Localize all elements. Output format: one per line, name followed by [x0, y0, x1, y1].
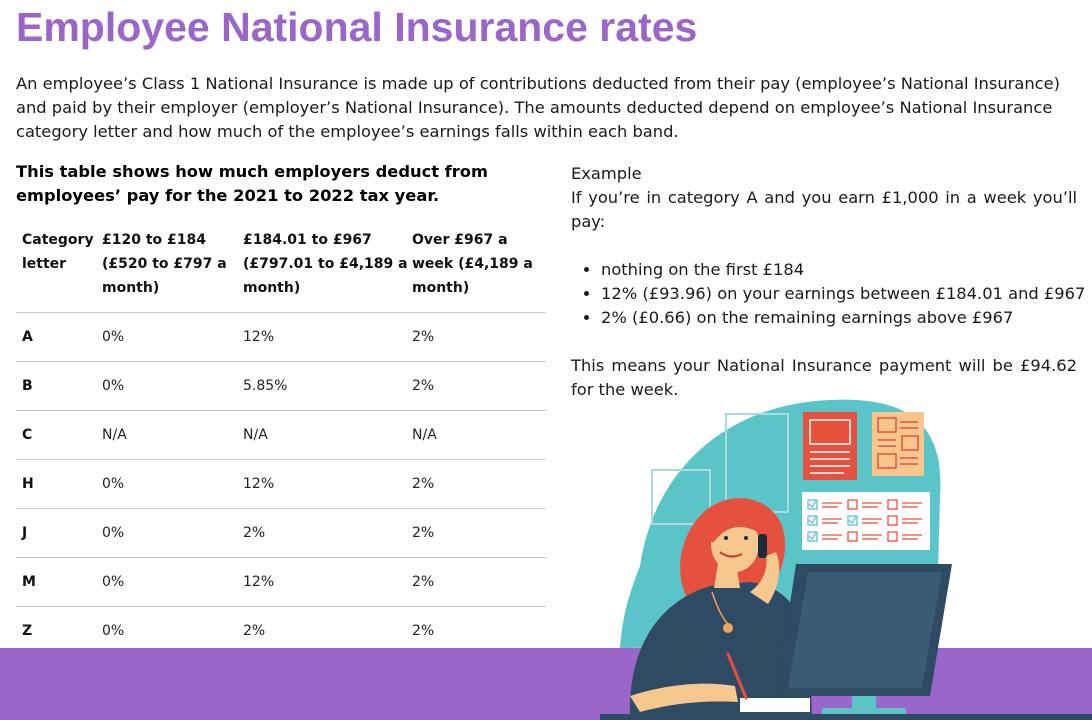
- rate-cell: 2%: [412, 378, 435, 394]
- header-band-1: £120 to £184 (£520 to £797 a month): [102, 232, 227, 296]
- table-heading: This table shows how much employers dedu…: [16, 162, 488, 205]
- rate-cell: 2%: [412, 525, 435, 541]
- table-row: B 0% 5.85% 2%: [16, 362, 546, 411]
- rate-cell: 5.85%: [243, 378, 288, 394]
- example-conclusion: This means your National Insurance payme…: [571, 356, 1077, 399]
- example-heading: Example: [571, 164, 642, 183]
- category-cell: M: [22, 574, 36, 590]
- list-item: 12% (£93.96) on your earnings between £1…: [601, 282, 1085, 306]
- category-cell: H: [22, 476, 34, 492]
- rate-cell: 0%: [102, 574, 125, 590]
- table-row: M 0% 12% 2%: [16, 558, 546, 607]
- rate-cell: 12%: [243, 476, 275, 492]
- table-row: H 0% 12% 2%: [16, 460, 546, 509]
- rate-cell: 2%: [412, 329, 435, 345]
- table-row: Z 0% 2% 2%: [16, 607, 546, 655]
- list-item: 2% (£0.66) on the remaining earnings abo…: [601, 306, 1077, 330]
- table-row: J 0% 2% 2%: [16, 509, 546, 558]
- rate-cell: 2%: [243, 623, 266, 639]
- example-bullet-list: nothing on the first £184 12% (£93.96) o…: [571, 258, 1085, 330]
- rate-cell: 0%: [102, 329, 125, 345]
- category-cell: B: [22, 378, 33, 394]
- rate-cell: N/A: [412, 427, 437, 443]
- table-row: C N/A N/A N/A: [16, 411, 546, 460]
- page-title: Employee National Insurance rates: [16, 4, 698, 50]
- rate-cell: 0%: [102, 623, 125, 639]
- paper-shape: [740, 698, 810, 712]
- intro-paragraph: An employee’s Class 1 National Insurance…: [16, 74, 1060, 141]
- category-cell: Z: [22, 623, 33, 639]
- rate-cell: 0%: [102, 525, 125, 541]
- header-category-letter: Category letter: [22, 232, 94, 272]
- rate-cell: 2%: [412, 574, 435, 590]
- shirt-shape: [629, 582, 812, 720]
- example-panel: Example If you’re in category A and you …: [571, 162, 1085, 402]
- rate-cell: N/A: [102, 427, 127, 443]
- rate-cell: 2%: [412, 623, 435, 639]
- rate-cell: 12%: [243, 574, 275, 590]
- example-scenario: If you’re in category A and you earn £1,…: [571, 188, 1077, 231]
- table-row: A 0% 12% 2%: [16, 313, 546, 362]
- arm-shape: [750, 552, 780, 604]
- category-cell: J: [22, 525, 28, 541]
- red-document-card: [803, 412, 857, 480]
- checklist-card: [802, 492, 930, 550]
- woman-at-computer-illustration: [600, 399, 1092, 720]
- ni-rates-table: Category letter £120 to £184 (£520 to £7…: [16, 228, 546, 655]
- wall-frame-shape: [651, 469, 711, 525]
- header-band-3: Over £967 a week (£4,189 a month): [412, 232, 533, 296]
- rate-cell: 2%: [243, 525, 266, 541]
- rate-cell: 2%: [412, 476, 435, 492]
- phone-shape: [758, 534, 767, 558]
- rate-cell: N/A: [243, 427, 268, 443]
- rate-cell: 12%: [243, 329, 275, 345]
- table-header-row: Category letter £120 to £184 (£520 to £7…: [16, 228, 546, 313]
- pen-shape: [726, 652, 748, 700]
- desk-surface: [600, 714, 1092, 720]
- list-item: nothing on the first £184: [601, 258, 1077, 282]
- category-cell: C: [22, 427, 33, 443]
- header-band-2: £184.01 to £967 (£797.01 to £4,189 a mon…: [243, 232, 408, 296]
- category-cell: A: [22, 329, 33, 345]
- rate-cell: 0%: [102, 378, 125, 394]
- rate-cell: 0%: [102, 476, 125, 492]
